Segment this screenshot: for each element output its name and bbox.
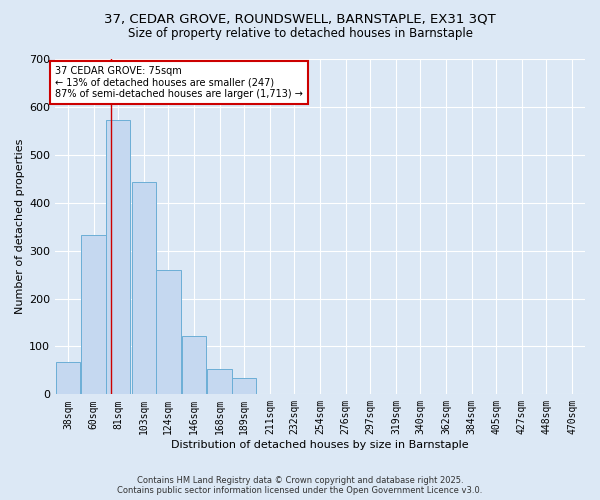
Bar: [131, 182, 156, 394]
Bar: [56, 362, 80, 394]
Text: Size of property relative to detached houses in Barnstaple: Size of property relative to detached ho…: [128, 28, 473, 40]
X-axis label: Distribution of detached houses by size in Barnstaple: Distribution of detached houses by size …: [171, 440, 469, 450]
Text: 37 CEDAR GROVE: 75sqm
← 13% of detached houses are smaller (247)
87% of semi-det: 37 CEDAR GROVE: 75sqm ← 13% of detached …: [55, 66, 303, 100]
Text: Contains HM Land Registry data © Crown copyright and database right 2025.
Contai: Contains HM Land Registry data © Crown c…: [118, 476, 482, 495]
Bar: [82, 235, 106, 394]
Bar: [106, 120, 130, 394]
Bar: [156, 270, 181, 394]
Text: 37, CEDAR GROVE, ROUNDSWELL, BARNSTAPLE, EX31 3QT: 37, CEDAR GROVE, ROUNDSWELL, BARNSTAPLE,…: [104, 12, 496, 26]
Bar: [232, 378, 256, 394]
Y-axis label: Number of detached properties: Number of detached properties: [15, 139, 25, 314]
Bar: [208, 370, 232, 394]
Bar: [182, 336, 206, 394]
